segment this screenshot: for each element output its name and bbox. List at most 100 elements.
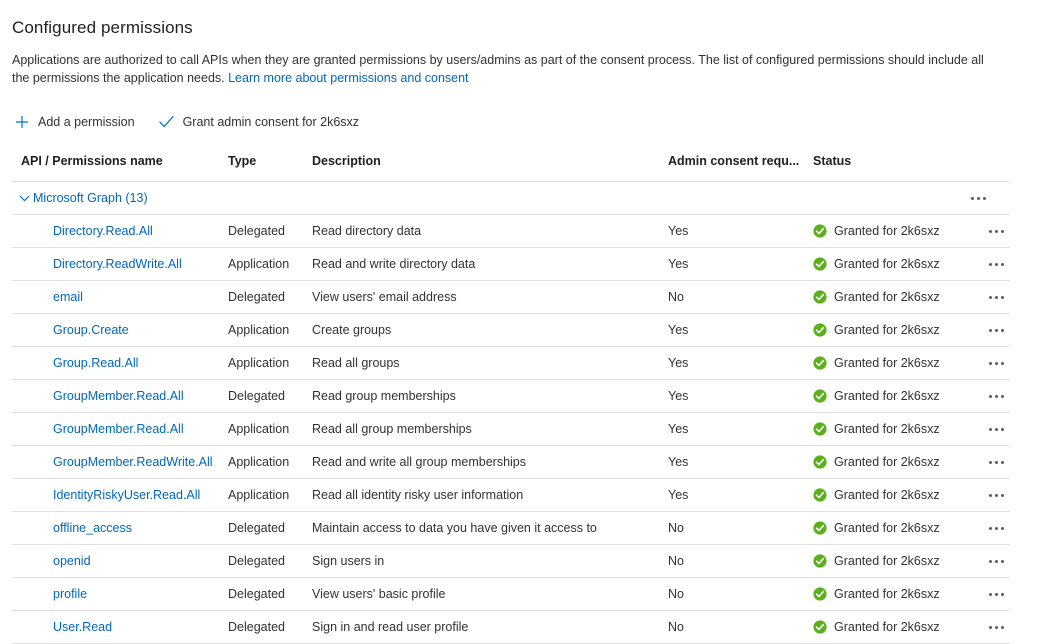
api-group-label[interactable]: Microsoft Graph (13) [33, 191, 148, 205]
permission-status-text: Granted for 2k6sxz [834, 290, 940, 304]
learn-more-link[interactable]: Learn more about permissions and consent [228, 71, 469, 85]
table-row[interactable]: User.Read Delegated Sign in and read user … [12, 611, 1010, 643]
table-row[interactable]: email Delegated View users' email address N… [12, 281, 1010, 313]
more-actions-icon[interactable] [983, 484, 1009, 506]
row-divider [12, 478, 1010, 479]
permission-type: Application [228, 422, 290, 436]
add-a-permission-label: Add a permission [38, 115, 135, 129]
row-divider [12, 379, 1010, 380]
permission-description: View users' basic profile [312, 587, 446, 601]
table-row[interactable]: offline_access Delegated Maintain access t… [12, 512, 1010, 544]
permission-name-link[interactable]: Directory.Read.All [53, 224, 153, 238]
table-row[interactable]: Group.Create Application Create groups Yes G… [12, 314, 1010, 346]
more-actions-icon[interactable] [965, 187, 991, 209]
permission-admin-consent-required: No [668, 554, 684, 568]
permission-status-text: Granted for 2k6sxz [834, 323, 940, 337]
permission-status-text: Granted for 2k6sxz [834, 620, 940, 634]
column-header-name: API / Permissions name [21, 154, 163, 168]
granted-check-icon [813, 257, 827, 271]
permission-description: Create groups [312, 323, 392, 337]
permission-status-text: Granted for 2k6sxz [834, 356, 940, 370]
more-actions-icon[interactable] [983, 451, 1009, 473]
permission-status-cell: Granted for 2k6sxz [813, 356, 983, 370]
permission-name-link[interactable]: GroupMember.Read.All [53, 389, 184, 403]
table-row[interactable]: openid Delegated Sign users in No Granted fo… [12, 545, 1010, 577]
permission-description: Read and write all group memberships [312, 455, 526, 469]
permission-name-link[interactable]: GroupMember.Read.All [53, 422, 184, 436]
table-row[interactable]: GroupMember.Read.All Delegated Read group … [12, 380, 1010, 412]
table-row[interactable]: profile Delegated View users' basic profil… [12, 578, 1010, 610]
permission-admin-consent-required: No [668, 620, 684, 634]
permission-description: View users' email address [312, 290, 457, 304]
row-divider [12, 313, 1010, 314]
granted-check-icon [813, 389, 827, 403]
permission-admin-consent-required: Yes [668, 356, 689, 370]
permission-admin-consent-required: Yes [668, 224, 689, 238]
api-group-row-microsoft-graph[interactable]: Microsoft Graph (13) [12, 182, 1010, 214]
permission-name-cell: GroupMember.Read.All [12, 389, 228, 403]
permission-status-cell: Granted for 2k6sxz [813, 422, 983, 436]
table-row[interactable]: IdentityRiskyUser.Read.All Application Rea… [12, 479, 1010, 511]
permission-name-link[interactable]: Group.Read.All [53, 356, 139, 370]
permission-name-cell: offline_access [12, 521, 228, 535]
permission-name-link[interactable]: Directory.ReadWrite.All [53, 257, 182, 271]
permission-name-link[interactable]: GroupMember.ReadWrite.All [53, 455, 213, 469]
permission-status-text: Granted for 2k6sxz [834, 389, 940, 403]
permission-name-link[interactable]: profile [53, 587, 88, 601]
permission-status-cell: Granted for 2k6sxz [813, 224, 983, 238]
table-row[interactable]: Directory.Read.All Delegated Read director… [12, 215, 1010, 247]
permission-type: Delegated [228, 389, 285, 403]
permission-name-cell: Directory.Read.All [12, 224, 228, 238]
permission-name-link[interactable]: offline_access [53, 521, 132, 535]
permission-type: Application [228, 257, 290, 271]
table-row[interactable]: GroupMember.Read.All Application Read all … [12, 413, 1010, 445]
row-menu-wrap [983, 352, 1028, 374]
api-group-menu-wrap [965, 187, 1010, 209]
permission-name-link[interactable]: Group.Create [53, 323, 129, 337]
row-menu-wrap [983, 220, 1028, 242]
more-actions-icon[interactable] [983, 319, 1009, 341]
permission-description: Read all groups [312, 356, 400, 370]
command-bar: Add a permission Grant admin consent for… [12, 87, 1045, 137]
more-actions-icon[interactable] [983, 286, 1009, 308]
api-group-name-cell: Microsoft Graph (13) [12, 191, 412, 205]
table-row[interactable]: Group.Read.All Application Read all groups… [12, 347, 1010, 379]
permission-name-link[interactable]: email [53, 290, 83, 304]
row-divider [12, 280, 1010, 281]
permission-status-text: Granted for 2k6sxz [834, 257, 940, 271]
table-row[interactable]: GroupMember.ReadWrite.All Application Read… [12, 446, 1010, 478]
permission-description: Read group memberships [312, 389, 456, 403]
permission-name-link[interactable]: IdentityRiskyUser.Read.All [53, 488, 201, 502]
more-actions-icon[interactable] [983, 385, 1009, 407]
permission-type: Application [228, 356, 290, 370]
permission-name-link[interactable]: User.Read [53, 620, 113, 634]
more-actions-icon[interactable] [983, 550, 1009, 572]
permission-name-link[interactable]: openid [53, 554, 91, 568]
row-menu-wrap [983, 517, 1028, 539]
granted-check-icon [813, 356, 827, 370]
more-actions-icon[interactable] [983, 583, 1009, 605]
more-actions-icon[interactable] [983, 253, 1009, 275]
table-row[interactable]: Directory.ReadWrite.All Application Read a… [12, 248, 1010, 280]
granted-check-icon [813, 422, 827, 436]
permission-status-cell: Granted for 2k6sxz [813, 455, 983, 469]
more-actions-icon[interactable] [983, 220, 1009, 242]
permission-rows-host: Directory.Read.All Delegated Read director… [12, 215, 1010, 644]
granted-check-icon [813, 323, 827, 337]
permission-name-cell: GroupMember.Read.All [12, 422, 228, 436]
more-actions-icon[interactable] [983, 418, 1009, 440]
chevron-down-icon[interactable] [17, 191, 31, 205]
more-actions-icon[interactable] [983, 616, 1009, 638]
grant-admin-consent-button[interactable]: Grant admin consent for 2k6sxz [157, 112, 361, 132]
permission-admin-consent-required: Yes [668, 488, 689, 502]
add-a-permission-button[interactable]: Add a permission [12, 112, 137, 132]
permission-status-cell: Granted for 2k6sxz [813, 554, 983, 568]
more-actions-icon[interactable] [983, 352, 1009, 374]
permission-name-cell: email [12, 290, 228, 304]
permission-admin-consent-required: Yes [668, 323, 689, 337]
column-header-admin-consent: Admin consent requ... [668, 154, 800, 168]
grant-admin-consent-label: Grant admin consent for 2k6sxz [182, 115, 360, 129]
granted-check-icon [813, 224, 827, 238]
more-actions-icon[interactable] [983, 517, 1009, 539]
row-divider [12, 577, 1010, 578]
